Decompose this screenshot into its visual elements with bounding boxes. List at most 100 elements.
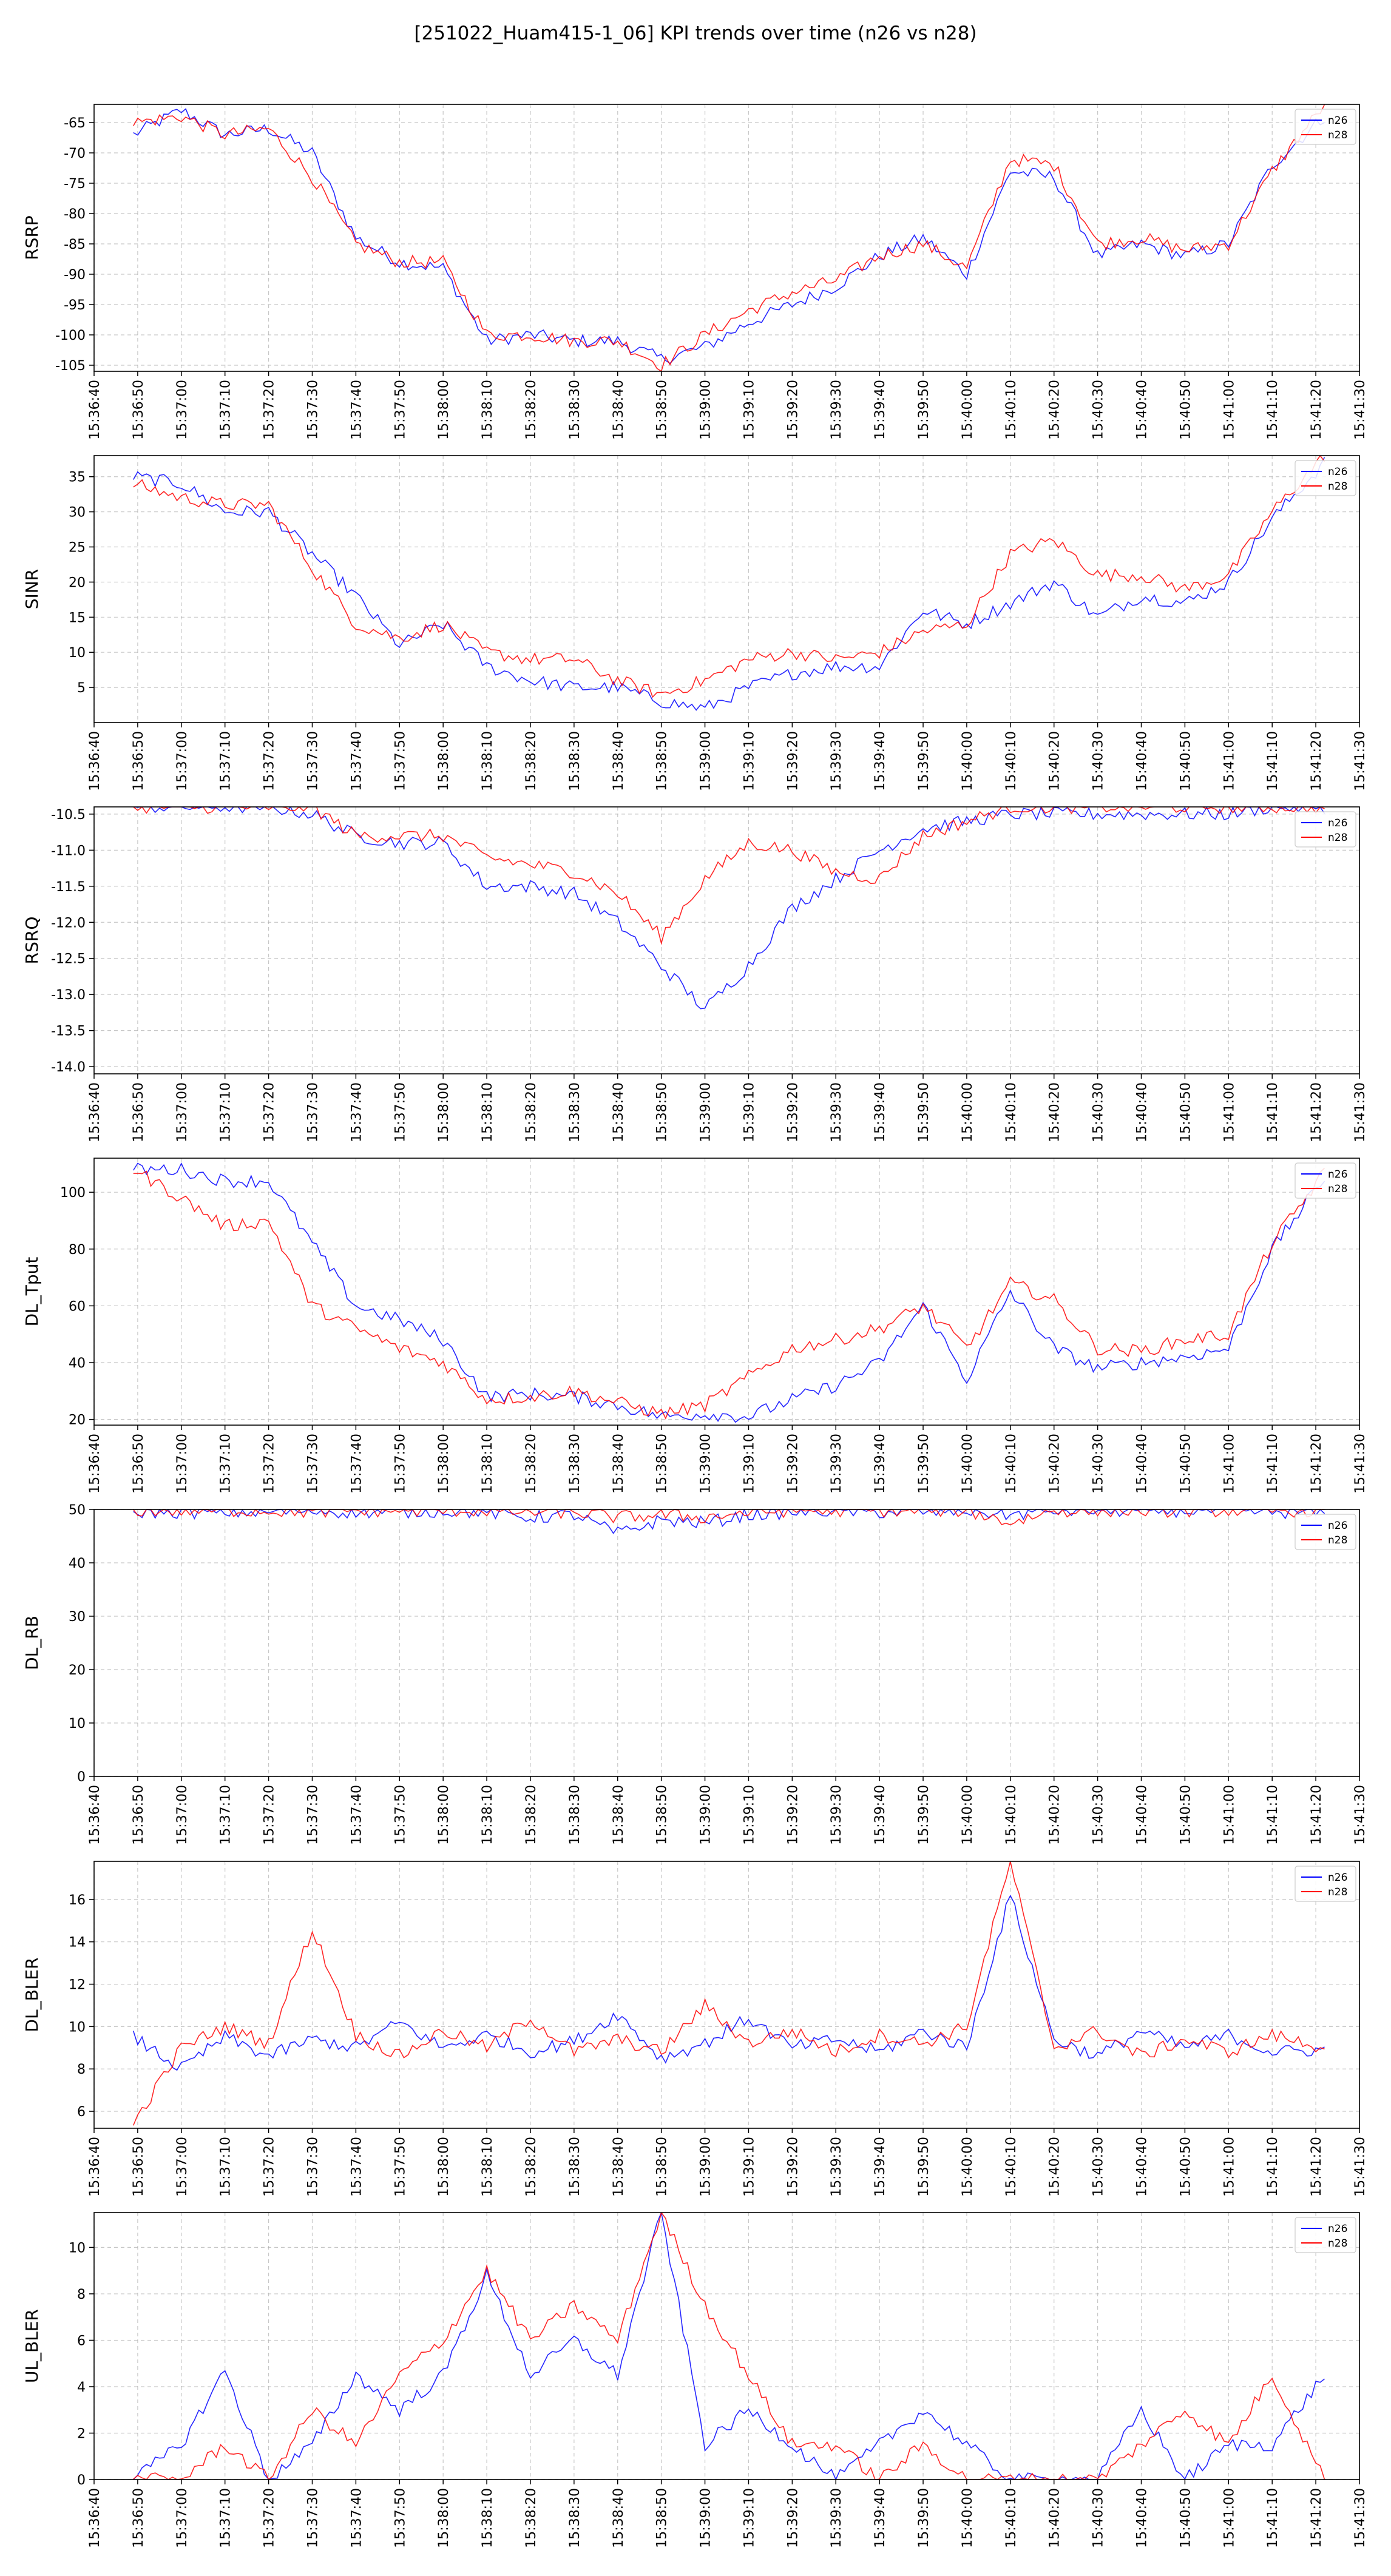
- x-tick-label: 15:37:40: [349, 1082, 364, 1142]
- axes-frame: [93, 806, 1360, 1074]
- x-tick-label: 15:40:40: [1135, 2488, 1150, 2548]
- x-tick-label: 15:37:50: [393, 1434, 408, 1494]
- x-tick-label: 15:37:10: [218, 1785, 234, 1845]
- y-tick-label: 8: [77, 2062, 86, 2077]
- y-tick-label: 2: [77, 2426, 86, 2441]
- series-line-n28: [133, 104, 1325, 371]
- panel-dl_rb: 0 10 20 30 40 50 15:36:40 15:36:50 15:37:00 15:37…: [22, 1503, 1368, 1845]
- x-tick-label: 15:40:50: [1178, 1434, 1193, 1494]
- y-tick-label: -75: [64, 177, 86, 192]
- x-tick-label: 15:39:10: [742, 1785, 757, 1845]
- x-tick-label: 15:37:40: [349, 1434, 364, 1494]
- x-tick-label: 15:38:00: [436, 2137, 452, 2197]
- x-tick-label: 15:37:20: [262, 2137, 277, 2197]
- series-line-n26: [133, 1162, 1325, 1423]
- x-tick-label: 15:38:30: [567, 1785, 583, 1845]
- y-tick-label: -10.5: [51, 808, 86, 823]
- x-tick-label: 15:37:30: [305, 731, 320, 791]
- x-tick-label: 15:38:50: [655, 2137, 670, 2197]
- x-tick-label: 15:39:30: [829, 380, 844, 440]
- x-tick-label: 15:39:00: [699, 731, 714, 791]
- y-tick-label: 14: [69, 1935, 86, 1951]
- x-tick-label: 15:39:50: [916, 1785, 932, 1845]
- legend-label-n26: n26: [1328, 466, 1347, 478]
- x-tick-label: 15:40:40: [1135, 2137, 1150, 2197]
- y-tick-label: 10: [69, 1716, 86, 1731]
- x-tick-label: 15:41:30: [1353, 1434, 1368, 1494]
- axes-frame: [93, 1861, 1360, 2129]
- legend-box: [1295, 1514, 1356, 1550]
- axes-frame: [93, 2212, 1360, 2480]
- x-tick-label: 15:39:40: [873, 1082, 888, 1142]
- x-tick-label: 15:37:40: [349, 731, 364, 791]
- x-tick-label: 15:36:50: [131, 1434, 146, 1494]
- legend-box: [1295, 109, 1356, 145]
- x-tick-label: 15:37:50: [393, 2488, 408, 2548]
- x-tick-label: 15:38:50: [655, 1785, 670, 1845]
- x-tick-label: 15:40:10: [1004, 380, 1019, 440]
- legend-label-n28: n28: [1328, 1886, 1347, 1898]
- y-tick-label: 60: [69, 1299, 86, 1314]
- y-tick-label: 30: [69, 1610, 86, 1625]
- y-tick-label: 8: [77, 2287, 86, 2302]
- y-tick-label: -11.0: [51, 843, 86, 858]
- x-tick-label: 15:38:30: [567, 2137, 583, 2197]
- series-line-n28: [133, 1167, 1325, 1420]
- series-line-n26: [133, 108, 1325, 364]
- x-tick-label: 15:40:40: [1135, 1785, 1150, 1845]
- x-tick-label: 15:37:00: [175, 2137, 190, 2197]
- x-tick-label: 15:37:00: [175, 1082, 190, 1142]
- x-tick-label: 15:38:40: [611, 2488, 626, 2548]
- x-tick-label: 15:37:20: [262, 1434, 277, 1494]
- x-tick-label: 15:41:30: [1353, 380, 1368, 440]
- x-tick-label: 15:39:20: [785, 2488, 800, 2548]
- x-tick-label: 15:38:40: [611, 2137, 626, 2197]
- legend-label-n26: n26: [1328, 1520, 1347, 1532]
- y-tick-label: 0: [77, 1770, 86, 1785]
- x-tick-label: 15:39:20: [785, 2137, 800, 2197]
- x-tick-label: 15:40:00: [960, 380, 975, 440]
- x-tick-label: 15:39:30: [829, 2137, 844, 2197]
- x-tick-label: 15:39:50: [916, 380, 932, 440]
- x-tick-label: 15:40:00: [960, 2137, 975, 2197]
- x-tick-label: 15:41:00: [1222, 2488, 1237, 2548]
- y-tick-label: 80: [69, 1242, 86, 1258]
- x-tick-label: 15:37:30: [305, 1082, 320, 1142]
- x-tick-label: 15:39:50: [916, 2488, 932, 2548]
- x-tick-label: 15:37:30: [305, 2488, 320, 2548]
- x-tick-label: 15:38:20: [524, 380, 539, 440]
- x-tick-label: 15:38:10: [480, 731, 495, 791]
- y-tick-label: 4: [77, 2380, 86, 2395]
- x-tick-label: 15:38:40: [611, 1434, 626, 1494]
- x-tick-label: 15:36:40: [87, 380, 103, 440]
- panel-sinr: 5 10 15 20 25 30 35 15:36:40 15:36:50 15:37:00 15:…: [22, 455, 1368, 791]
- series-line-n28: [133, 2213, 1325, 2480]
- x-tick-label: 15:37:40: [349, 1785, 364, 1845]
- y-tick-label: -95: [64, 298, 86, 313]
- y-tick-label: -12.5: [51, 952, 86, 967]
- y-tick-label: 15: [69, 610, 86, 625]
- x-tick-label: 15:39:30: [829, 1434, 844, 1494]
- x-tick-label: 15:40:00: [960, 1785, 975, 1845]
- x-tick-label: 15:41:10: [1265, 1434, 1281, 1494]
- x-tick-label: 15:41:10: [1265, 1785, 1281, 1845]
- legend-label-n26: n26: [1328, 817, 1347, 829]
- x-tick-label: 15:41:10: [1265, 2137, 1281, 2197]
- y-tick-label: -11.5: [51, 880, 86, 895]
- series-line-n26: [133, 457, 1325, 711]
- x-tick-label: 15:38:00: [436, 380, 452, 440]
- x-tick-label: 15:40:40: [1135, 1082, 1150, 1142]
- x-tick-label: 15:40:30: [1091, 2488, 1106, 2548]
- x-tick-label: 15:39:40: [873, 731, 888, 791]
- panel-rsrq: -14.0 -13.5 -13.0 -12.5 -12.0 -11.5 -11.0 -10.5…: [22, 806, 1368, 1142]
- x-tick-label: 15:38:30: [567, 1082, 583, 1142]
- series-line-n26: [133, 1509, 1325, 1534]
- x-tick-label: 15:40:40: [1135, 1434, 1150, 1494]
- y-tick-label: 12: [69, 1978, 86, 1993]
- axes-frame: [93, 1509, 1360, 1777]
- x-tick-label: 15:38:10: [480, 1434, 495, 1494]
- y-tick-label: 35: [69, 470, 86, 485]
